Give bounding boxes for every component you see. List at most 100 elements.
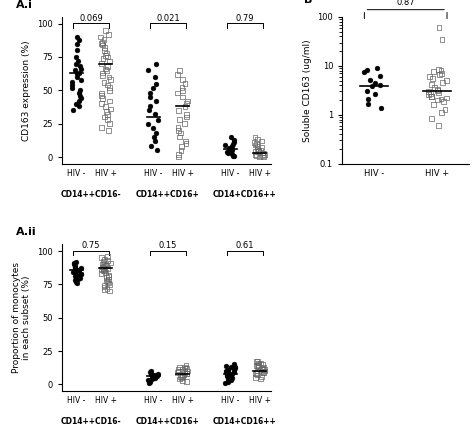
Point — [101, 103, 109, 110]
Point — [434, 96, 442, 103]
Point — [150, 373, 158, 380]
Point — [180, 120, 188, 127]
Point — [227, 364, 235, 371]
Point — [222, 362, 230, 369]
Point — [100, 268, 108, 275]
Point — [372, 91, 379, 98]
Point — [151, 74, 158, 80]
Point — [365, 100, 372, 107]
Point — [434, 86, 442, 93]
Point — [152, 80, 159, 87]
Point — [361, 68, 368, 75]
Point — [258, 138, 265, 145]
Point — [151, 133, 158, 140]
Point — [228, 143, 236, 150]
Point — [100, 44, 108, 51]
Point — [257, 144, 265, 151]
Point — [103, 277, 110, 284]
Point — [254, 371, 262, 378]
Point — [175, 368, 182, 374]
Point — [145, 120, 152, 127]
Point — [222, 380, 229, 386]
Point — [224, 366, 232, 373]
Point — [182, 113, 190, 120]
Point — [179, 87, 186, 94]
Text: A.i: A.i — [16, 0, 32, 10]
Point — [76, 98, 83, 105]
Point — [222, 369, 230, 376]
Point — [101, 269, 109, 276]
Point — [224, 150, 231, 156]
Point — [74, 275, 82, 282]
Y-axis label: CD163 expression (%): CD163 expression (%) — [22, 40, 31, 141]
Point — [230, 366, 238, 373]
Point — [100, 36, 108, 43]
Point — [100, 79, 108, 86]
Point — [106, 288, 113, 295]
Point — [230, 361, 238, 368]
Point — [70, 261, 78, 268]
Point — [71, 269, 79, 276]
Point — [77, 76, 84, 83]
Point — [145, 67, 152, 74]
Point — [104, 116, 111, 123]
Point — [374, 65, 381, 71]
Text: CD14+CD16++: CD14+CD16++ — [213, 417, 277, 425]
Text: 0.61: 0.61 — [236, 241, 254, 250]
Point — [105, 127, 112, 134]
Point — [253, 140, 260, 147]
Point — [100, 258, 108, 265]
Point — [253, 358, 260, 365]
Point — [78, 265, 85, 272]
Point — [441, 106, 449, 113]
Point — [179, 94, 186, 100]
Point — [253, 362, 260, 369]
Point — [258, 366, 265, 373]
Point — [371, 79, 379, 86]
Point — [181, 365, 189, 372]
Point — [229, 152, 237, 159]
Point — [149, 124, 157, 131]
Point — [73, 47, 81, 54]
Text: B: B — [304, 0, 312, 5]
Point — [224, 376, 231, 382]
Point — [177, 373, 184, 380]
Point — [146, 378, 154, 385]
Point — [103, 285, 111, 292]
Point — [376, 72, 384, 79]
Point — [228, 147, 236, 154]
Point — [97, 60, 105, 67]
Point — [73, 258, 80, 265]
Point — [105, 74, 113, 80]
Point — [147, 143, 155, 150]
Point — [100, 255, 108, 262]
Point — [73, 74, 81, 80]
Point — [69, 107, 76, 114]
Point — [73, 280, 81, 286]
Point — [253, 152, 260, 159]
Point — [252, 374, 259, 381]
Point — [175, 376, 183, 382]
Point — [434, 87, 442, 94]
Point — [77, 65, 85, 72]
Point — [179, 377, 186, 384]
Point — [148, 371, 155, 378]
Point — [231, 364, 238, 371]
Point — [176, 364, 183, 371]
Point — [101, 27, 109, 34]
Point — [151, 371, 159, 378]
Point — [152, 60, 160, 67]
Point — [76, 63, 84, 70]
Point — [179, 76, 186, 83]
Point — [230, 152, 237, 159]
Point — [75, 266, 83, 273]
Point — [176, 67, 183, 74]
Point — [428, 115, 435, 122]
Point — [75, 103, 83, 110]
Point — [227, 133, 235, 140]
Point — [145, 377, 152, 384]
Point — [251, 139, 258, 146]
Point — [260, 369, 267, 376]
Point — [181, 369, 188, 376]
Point — [174, 124, 182, 131]
